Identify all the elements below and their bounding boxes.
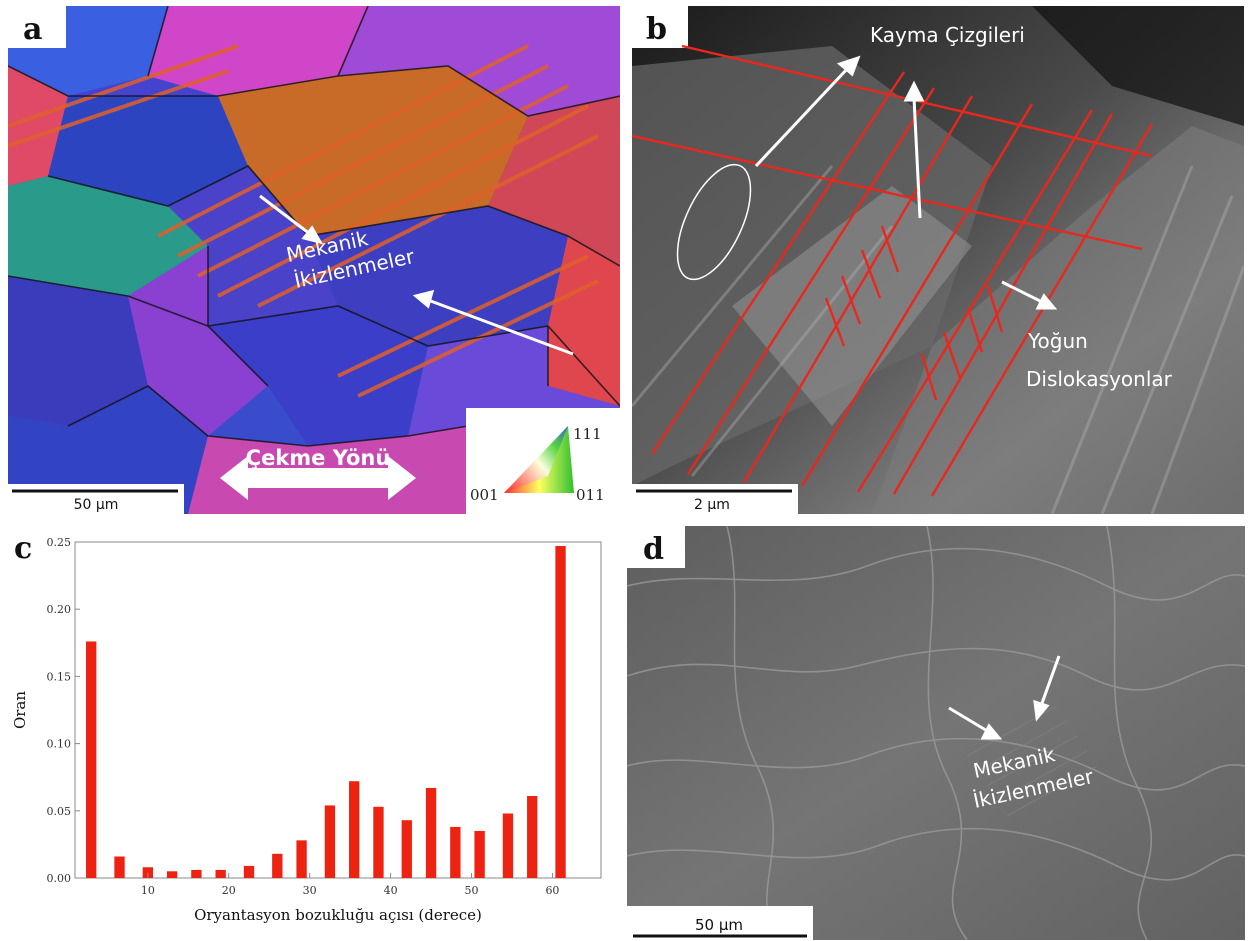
tensile-direction-label: Çekme Yönü	[246, 446, 391, 470]
scale-bar-d-label: 50 µm	[695, 916, 743, 934]
x-tick-label-4: 50	[465, 884, 479, 897]
misorientation-chart: c 10 20 30 40 50 60 0.000.050.100.150.200.25 …	[11, 531, 602, 924]
bar-5	[215, 869, 226, 878]
bar-8	[296, 840, 307, 878]
y-tick-label-4: 0.20	[47, 603, 72, 616]
ebsd-map-image: a Mekanik İkizlenmeler Çekme Yönü 50 µm	[8, 6, 620, 514]
sem-image: d Mekanik İkizlenmeler 50 µm	[627, 526, 1245, 940]
plot-frame	[74, 541, 602, 879]
panel-b-label: b	[646, 12, 667, 47]
bar-4	[191, 869, 202, 878]
y-tick-label-1: 0.05	[47, 805, 72, 818]
tem-image: b Kay	[632, 6, 1244, 514]
bar-17	[527, 796, 538, 878]
x-tick-label-5: 60	[545, 884, 559, 897]
y-tick-label-5: 0.25	[47, 536, 72, 549]
tensile-direction-arrow	[220, 456, 416, 500]
panel-d-label: d	[643, 532, 664, 567]
panel-c-label: c	[14, 531, 32, 566]
ipf-label-001: 001	[470, 486, 499, 504]
bar-18	[555, 546, 566, 878]
x-axis-title: Oryantasyon bozukluğu açısı (derece)	[194, 906, 482, 924]
scale-bar-a-label: 50 µm	[74, 497, 119, 513]
y-axis-title: Oran	[11, 691, 29, 729]
bar-13	[425, 787, 437, 878]
tem-panel: b Kay	[632, 6, 1244, 514]
bar-1	[114, 856, 125, 878]
bar-10	[349, 781, 360, 878]
x-tick-label-0: 10	[141, 884, 155, 897]
slip-lines-label: Kayma Çizgileri	[870, 23, 1025, 47]
bar-0	[86, 641, 97, 878]
dense-dislocations-line2: Dislokasyonlar	[1026, 367, 1173, 391]
bar-9	[324, 805, 336, 878]
sem-panel: d Mekanik İkizlenmeler 50 µm	[627, 526, 1245, 940]
x-tick-label-2: 30	[303, 884, 317, 897]
bar-15	[474, 830, 485, 878]
dense-dislocations-line1: Yoğun	[1027, 329, 1088, 353]
y-tick-label-3: 0.15	[47, 670, 72, 683]
bar-11	[373, 806, 384, 878]
ipf-label-111: 111	[573, 425, 602, 443]
y-tick-label-2: 0.10	[47, 738, 72, 751]
ebsd-map-panel: a Mekanik İkizlenmeler Çekme Yönü 50 µm	[8, 6, 620, 514]
bar-3	[166, 871, 178, 878]
ipf-label-011: 011	[576, 486, 605, 504]
panel-a-label: a	[23, 12, 42, 47]
x-tick-label-1: 20	[222, 884, 236, 897]
bar-14	[450, 826, 461, 878]
misorientation-chart-panel: c 10 20 30 40 50 60 0.00 0.05 0.10 0.15 0.20 0.25 …	[0, 526, 620, 940]
bar-16	[502, 813, 514, 878]
bar-7	[272, 853, 283, 878]
scale-bar-b-label: 2 µm	[694, 497, 730, 513]
x-tick-label-3: 40	[384, 884, 398, 897]
bar-12	[401, 820, 412, 878]
y-tick-label-0: 0.00	[47, 872, 72, 885]
bar-6	[243, 865, 255, 878]
bar-2	[142, 867, 153, 878]
